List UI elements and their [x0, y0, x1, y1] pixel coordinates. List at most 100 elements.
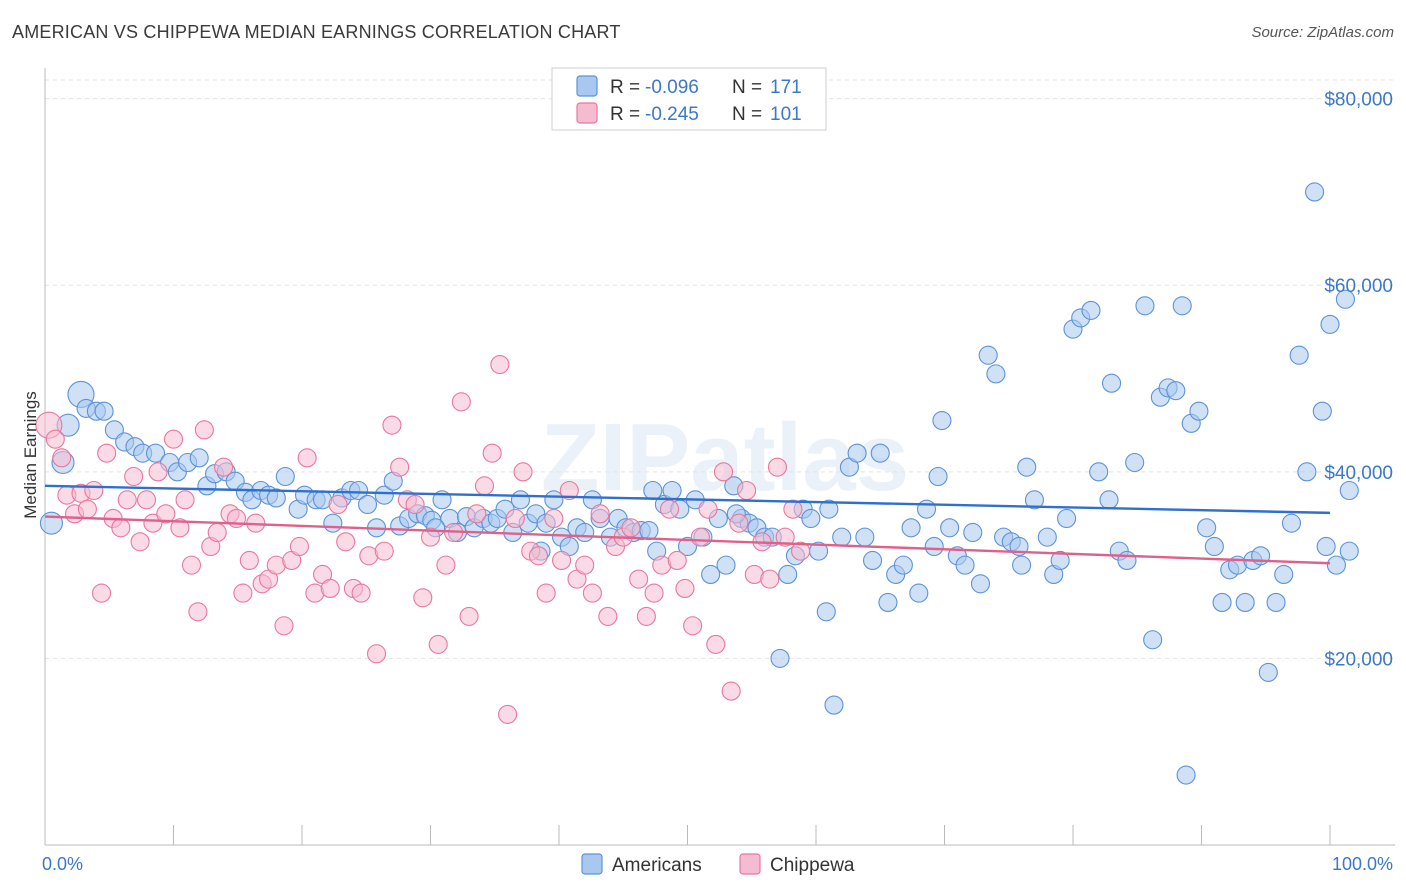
chippewa-point — [775, 527, 795, 547]
y-tick-label: $80,000 — [1324, 90, 1393, 111]
chippewa-point — [52, 448, 72, 468]
americans-point — [662, 480, 682, 501]
chippewa-point — [690, 527, 710, 547]
chippewa-point — [239, 550, 259, 571]
americans-point — [94, 401, 114, 421]
chippewa-point — [721, 681, 741, 701]
axes — [44, 68, 1395, 846]
legend-swatch-americans — [576, 75, 598, 97]
chippewa-points — [35, 354, 811, 724]
americans-point — [909, 583, 929, 603]
americans-point — [1212, 592, 1232, 612]
bottom-legend-chippewa: Chippewa — [770, 855, 855, 876]
americans-point — [323, 513, 343, 533]
americans-point — [701, 564, 721, 585]
americans-point — [1117, 550, 1137, 571]
americans-point — [39, 511, 63, 535]
chippewa-point — [405, 494, 425, 515]
americans-point — [1135, 296, 1155, 316]
x-tick-label: 100.0% — [1332, 854, 1393, 874]
americans-point — [1189, 401, 1209, 421]
chippewa-point — [490, 354, 510, 375]
chippewa-point — [575, 555, 595, 575]
legend-r-label: R = — [610, 77, 640, 98]
top-legend: R = -0.096 N = 171 R = -0.245 N = 101 — [551, 67, 827, 131]
americans-point — [1204, 536, 1224, 557]
source-label: Source: ZipAtlas.com — [1251, 24, 1394, 41]
legend-n-label: N = — [732, 77, 762, 98]
americans-point — [639, 521, 659, 541]
chippewa-point — [148, 462, 168, 482]
americans-point — [1289, 345, 1309, 365]
americans-point — [986, 364, 1006, 384]
chippewa-point — [706, 634, 726, 654]
chippewa-point — [713, 462, 734, 482]
legend-n-value: 171 — [770, 77, 802, 98]
americans-point — [677, 536, 698, 557]
chippewa-trend-line — [44, 515, 1331, 565]
chippewa-point — [117, 490, 137, 510]
americans-point — [643, 480, 663, 501]
americans-point — [357, 494, 378, 515]
chippewa-point — [528, 546, 548, 566]
y-tick-labels: $20,000 $40,000 $60,000 $80,000 — [1324, 90, 1393, 671]
chippewa-point — [181, 555, 202, 575]
americans-point — [1166, 381, 1186, 401]
chippewa-point — [366, 644, 387, 664]
americans-point — [104, 420, 124, 440]
chippewa-point — [621, 518, 641, 538]
americans-point — [716, 555, 736, 575]
chippewa-point — [474, 476, 495, 496]
americans-point — [1037, 527, 1057, 547]
chippewa-point — [459, 606, 479, 626]
chippewa-point — [328, 494, 348, 515]
chippewa-point — [636, 606, 656, 626]
chippewa-point — [552, 550, 572, 571]
chippewa-point — [336, 532, 356, 552]
chippewa-point — [320, 578, 340, 598]
americans-point — [1258, 662, 1278, 682]
americans-point — [963, 522, 983, 543]
chippewa-point — [382, 415, 402, 435]
bottom-legend-americans: Americans — [612, 855, 702, 876]
chippewa-point — [513, 462, 533, 482]
americans-point — [1266, 592, 1286, 612]
americans-point — [1305, 182, 1325, 202]
americans-point — [1050, 550, 1070, 571]
chippewa-point — [698, 499, 718, 519]
americans-point — [1099, 490, 1119, 510]
americans-point — [924, 536, 944, 557]
chippewa-point — [536, 583, 556, 603]
americans-point — [1089, 462, 1109, 482]
chippewa-point — [598, 606, 618, 626]
bottom-legend: Americans Chippewa — [581, 853, 855, 876]
chippewa-point — [143, 513, 163, 533]
americans-point — [932, 410, 952, 431]
chippewa-point — [667, 550, 687, 571]
americans-point — [940, 518, 960, 538]
americans-point — [770, 648, 790, 668]
chippewa-point — [233, 583, 253, 603]
trend-lines — [44, 484, 1331, 565]
americans-point — [266, 488, 286, 508]
x-tick-label: 0.0% — [42, 854, 83, 874]
chippewa-point — [428, 634, 448, 654]
chippewa-point — [582, 583, 602, 603]
chippewa-point — [84, 480, 104, 501]
americans-point — [145, 443, 166, 463]
americans-point — [855, 527, 875, 547]
legend-n-label: N = — [732, 104, 762, 125]
chippewa-point — [760, 569, 780, 589]
chippewa-point — [214, 457, 234, 477]
chippewa-point — [413, 588, 433, 608]
americans-point — [1102, 373, 1122, 393]
chippewa-point — [737, 480, 757, 501]
americans-point — [1012, 555, 1032, 575]
chippewa-point — [498, 704, 518, 724]
chippewa-point — [644, 583, 664, 603]
americans-point — [348, 480, 369, 501]
chippewa-point — [91, 583, 112, 603]
americans-point — [374, 485, 394, 505]
americans-point — [1172, 296, 1192, 316]
